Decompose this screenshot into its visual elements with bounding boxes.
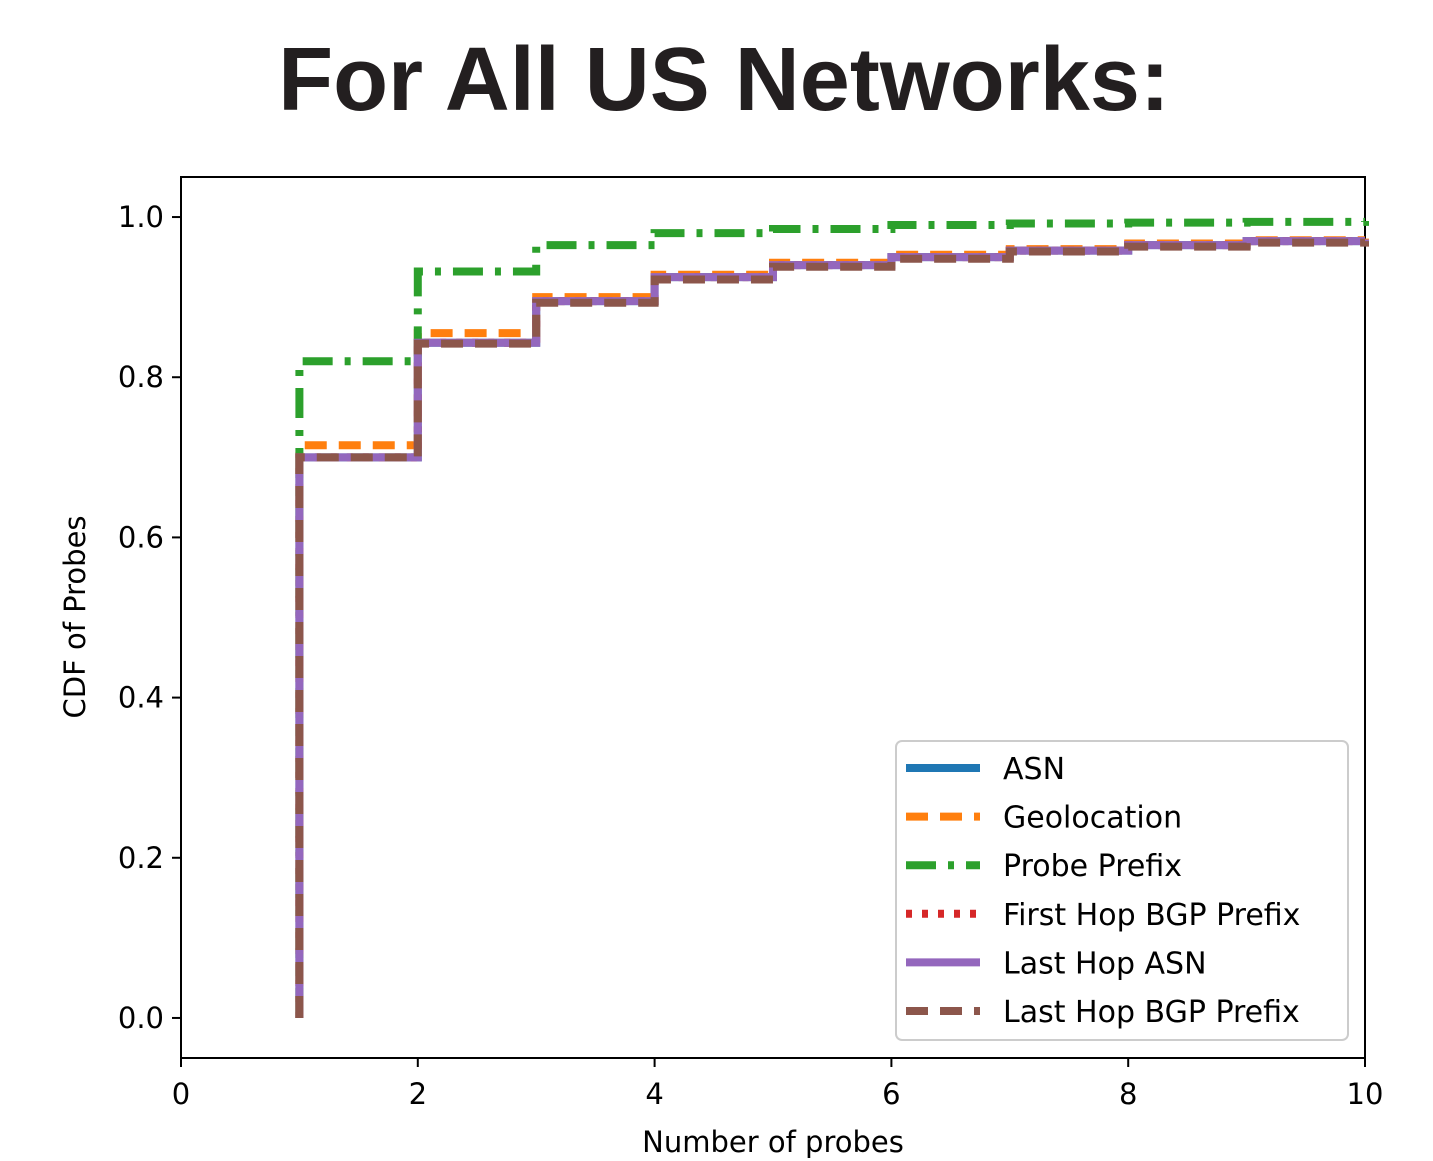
series-line-last-hop-asn [295,237,1369,1018]
chart-title: For All US Networks: [278,30,1170,130]
legend-label: Last Hop BGP Prefix [1003,995,1300,1030]
x-tick-label: 8 [1119,1077,1137,1111]
legend-label: First Hop BGP Prefix [1003,898,1300,933]
legend: ASN Geolocation Probe Prefix First Hop BGP … [895,740,1349,1041]
y-tick-label: 1.0 [118,200,164,234]
y-axis-label: CDF of Probes [58,515,92,718]
legend-box [895,740,1349,1041]
axis-ticks: 0 2 4 6 8 10 0.0 0.2 0.4 0.6 0.8 1.0 [118,200,1384,1111]
plot-frame [180,176,1366,1059]
x-tick-label: 0 [172,1077,190,1111]
y-tick-label: 0.4 [118,681,164,715]
x-tick-label: 6 [882,1077,900,1111]
y-tick-label: 0.2 [118,841,164,875]
x-axis-label: Number of probes [642,1125,904,1159]
y-tick-label: 0.6 [118,520,164,554]
legend-label: Last Hop ASN [1003,946,1207,981]
legend-label: Probe Prefix [1003,849,1182,884]
y-tick-label: 0.0 [118,1001,164,1035]
legend-label: Geolocation [1003,801,1182,836]
legend-label: ASN [1003,752,1065,787]
x-tick-label: 4 [645,1077,663,1111]
x-tick-label: 10 [1347,1077,1384,1111]
series-line-probe-prefix [295,217,1369,1018]
series-layer [295,217,1369,1018]
x-tick-label: 2 [409,1077,427,1111]
y-tick-label: 0.8 [118,360,164,394]
